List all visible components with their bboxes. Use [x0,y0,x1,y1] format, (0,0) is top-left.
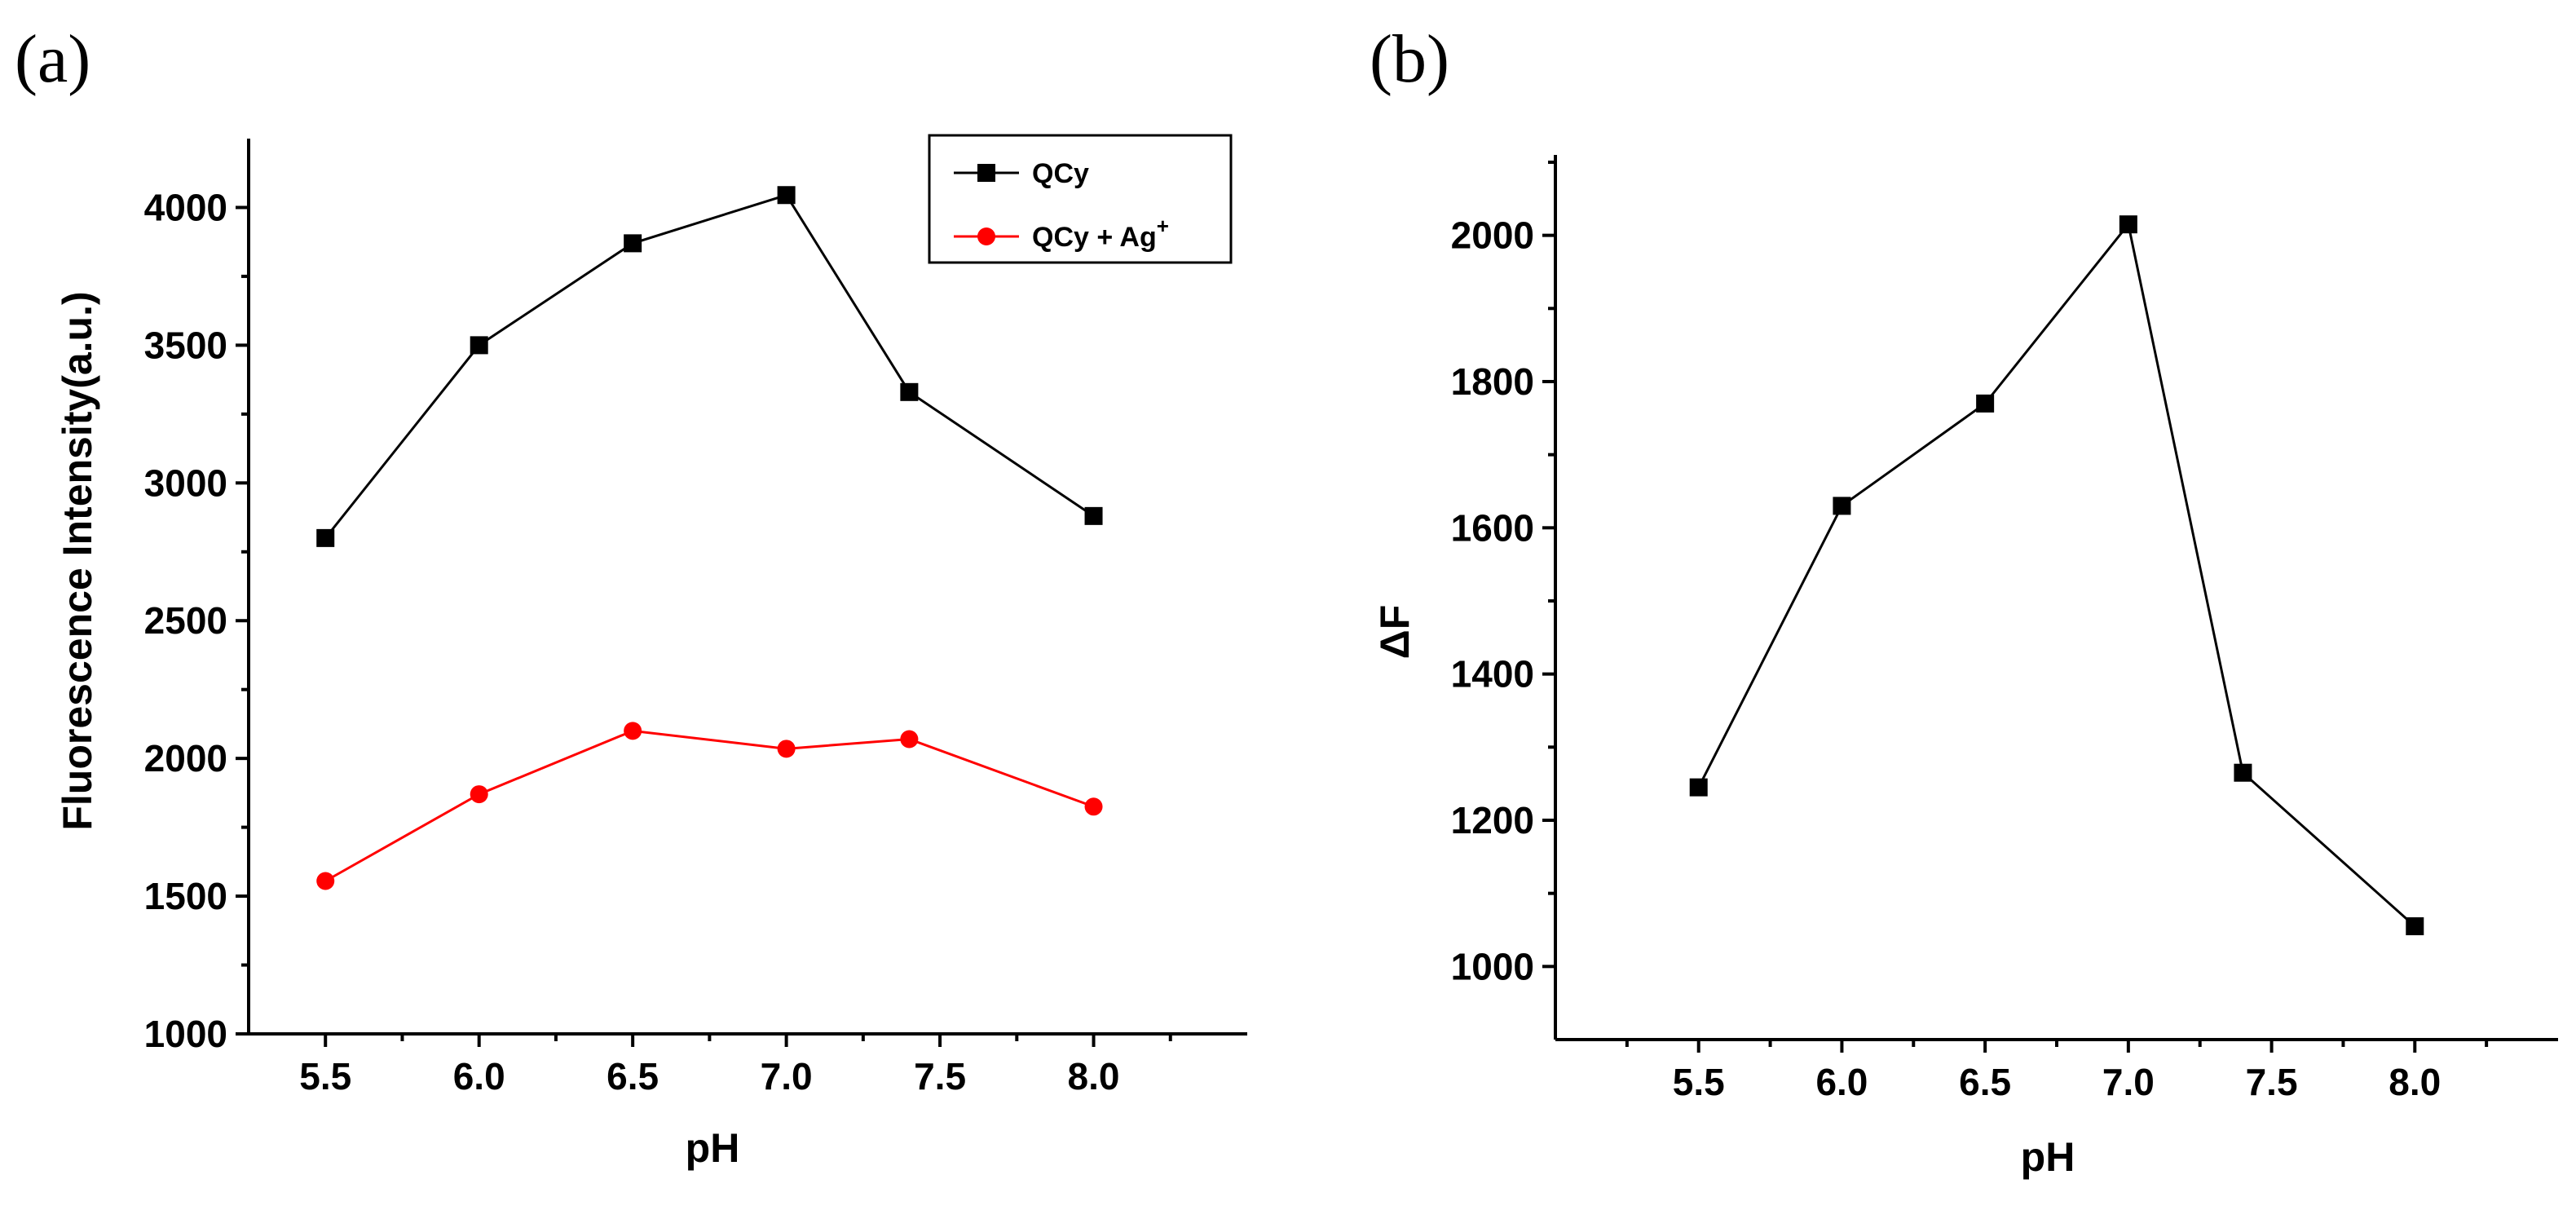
p1-y-tick-label: 1800 [1451,360,1534,403]
p1-y-tick-label: 1000 [1451,945,1534,987]
p1-x-tick-label: 7.5 [2246,1061,2298,1103]
legend-marker-qcy [977,164,995,182]
p1-y-tick-label: 1600 [1451,506,1534,549]
p0-x-tick-label: 8.0 [1068,1055,1120,1097]
p1-x-tick-label: 5.5 [1673,1061,1725,1103]
y-axis-title-b: ΔF [1372,605,1418,659]
p1-series-0-point [1976,394,1995,413]
p0-x-tick-label: 5.5 [299,1055,351,1097]
p0-x-tick-label: 7.5 [914,1055,966,1097]
p0-y-tick-label: 3500 [144,324,227,366]
legend-label-qcy: QCy [1032,158,1089,189]
p0-x-tick-label: 7.0 [761,1055,813,1097]
plot-area-b: 1000 1200 1400 1600 1800 2000 5.5 6.0 6.5 7.0 7.5 8… [1451,155,2558,1103]
p0-series-line-1 [324,729,1095,882]
p1-x-tick-label: 6.0 [1815,1061,1868,1103]
p0-series-0-point [470,336,488,355]
legend: QCy QCy + Ag+ [928,134,1233,264]
p1-series-0-point [2234,763,2252,782]
p0-x-tick-label: 6.0 [453,1055,505,1097]
p0-y-tick-label: 3000 [144,461,227,504]
p1-series-0-point [2119,215,2137,234]
p1-y-tick-label: 1400 [1451,653,1534,696]
p0-series-0-point [777,186,796,205]
p1-x-tick-label: 8.0 [2389,1061,2441,1103]
y-axis-title-a: Fluorescence Intensity(a.u.) [55,291,100,830]
chart-panel-a: (a) 1000 1500 2000 2500 3000 3500 4000 5.5 6.0 6.… [15,21,1247,1171]
x-axis-title-b: pH [2021,1134,2075,1180]
x-axis-title-a: pH [686,1125,740,1171]
p0-series-0-point [1084,506,1103,525]
p0-series-line-0 [324,193,1095,539]
chart-panel-b: (b) 1000 1200 1400 1600 1800 2000 5.5 6.0 6.5 7.0… [1370,21,2558,1180]
p1-series-line-0 [1697,221,2416,928]
p0-series-1-point [900,730,919,749]
p0-y-tick-label: 2500 [144,599,227,642]
p1-x-tick-label: 6.5 [1959,1061,2011,1103]
p1-series-0-point [2406,917,2424,936]
plot-area-a: 1000 1500 2000 2500 3000 3500 4000 5.5 6.0 6.5 7.0… [144,139,1247,1097]
p0-series-1-point [316,872,335,890]
p0-y-tick-label: 1000 [144,1013,227,1055]
panel-label-b: (b) [1370,21,1449,97]
p0-series-1-point [777,740,796,758]
p1-series-0-point [1833,497,1851,515]
p0-series-0-point [624,234,642,253]
p0-series-0-point [316,528,335,547]
legend-marker-qcy-ag [977,227,995,245]
p0-series-1-point [1084,797,1103,816]
p1-y-tick-label: 1200 [1451,799,1534,841]
panel-label-a: (a) [15,21,90,97]
p0-series-1-point [624,722,642,740]
p1-y-tick-label: 2000 [1451,214,1534,257]
legend-label-qcy-ag-sup: + [1157,214,1169,238]
p1-x-tick-label: 7.0 [2102,1061,2155,1103]
p0-x-tick-label: 6.5 [607,1055,659,1097]
p1-series-0-point [1689,778,1708,797]
p0-series-0-point [900,382,919,401]
p0-series-1-point [470,785,488,804]
legend-label-qcy-ag: QCy + Ag+ [1032,214,1169,253]
legend-label-qcy-ag-main: QCy + Ag [1032,222,1157,253]
p0-y-tick-label: 2000 [144,737,227,779]
p0-y-tick-label: 1500 [144,875,227,917]
p0-y-tick-label: 4000 [144,186,227,228]
